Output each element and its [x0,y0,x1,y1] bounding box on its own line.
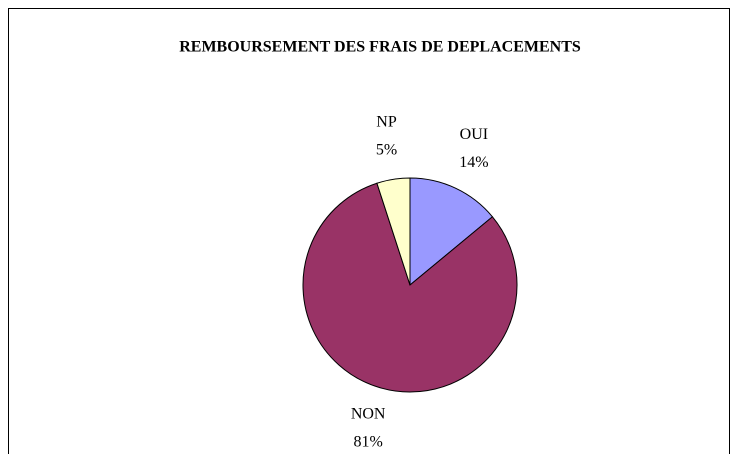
slice-value-label: 81% [353,434,382,451]
slice-label: NP [376,114,397,131]
chart-title: REMBOURSEMENT DES FRAIS DE DEPLACEMENTS [179,39,581,56]
pie-slice [376,177,411,286]
slice-label: OUI [460,126,488,143]
slice-value-label: 5% [376,142,397,159]
pie-slice [409,177,494,287]
slice-label: NON [351,406,386,423]
pie-slice [302,182,518,393]
slice-value-label: 14% [459,154,488,171]
